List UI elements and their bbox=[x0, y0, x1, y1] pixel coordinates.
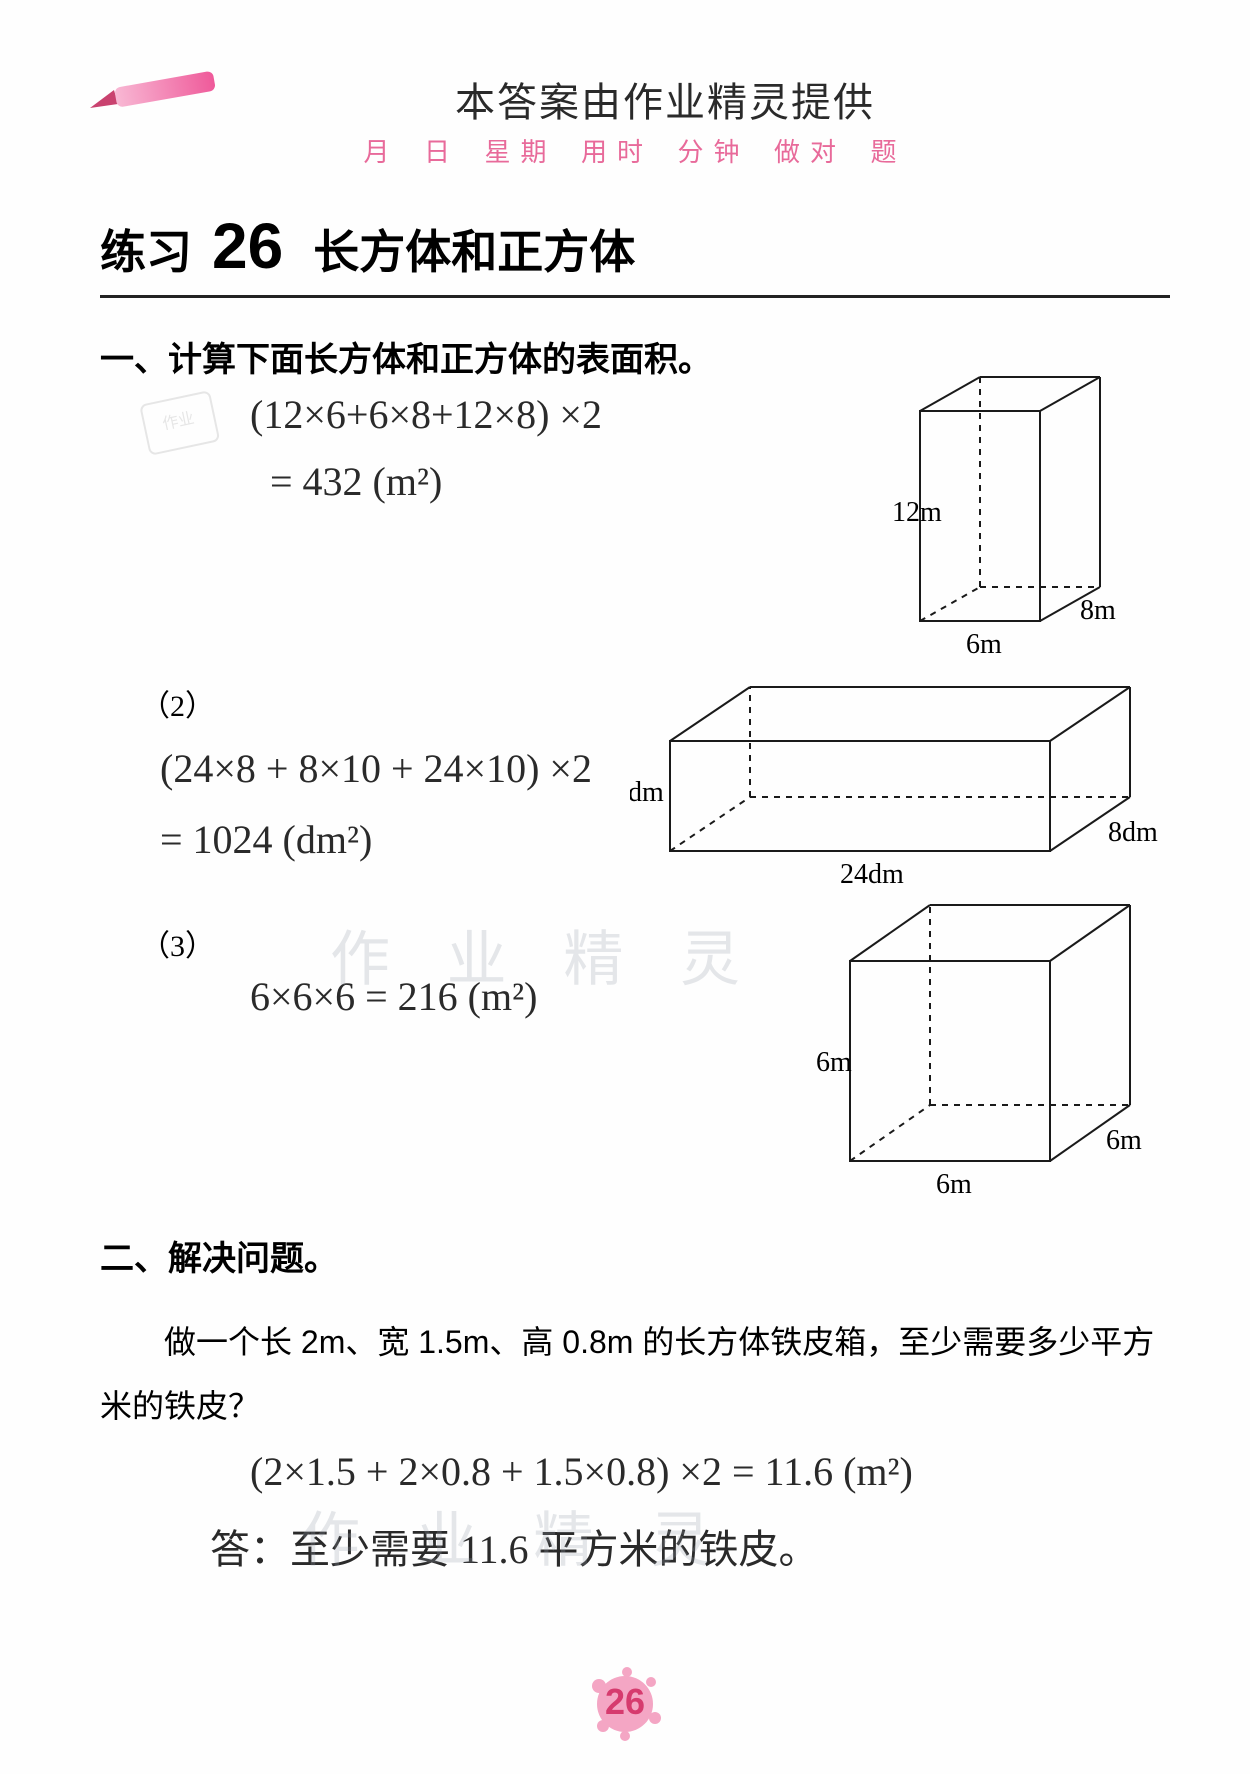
fig3-depth: 6m bbox=[1106, 1125, 1142, 1156]
svg-text:作业: 作业 bbox=[161, 409, 196, 433]
meta-month: 月 bbox=[363, 138, 399, 167]
exercise-label: 练习 bbox=[100, 216, 192, 282]
problem-3-number: （3） bbox=[140, 921, 215, 965]
title-row: 练习 26 长方体和正方体 bbox=[100, 209, 1170, 283]
fig2-depth: 8dm bbox=[1108, 817, 1158, 848]
title-divider bbox=[100, 295, 1170, 298]
problem-2: （2） (24×8 + 8×10 + 24×10) ×2 = 1024 (dm²… bbox=[100, 681, 1170, 911]
meta-minutes: 分钟 bbox=[678, 138, 750, 167]
meta-time: 用时 bbox=[581, 138, 653, 167]
section2-answer: 答：至少需要 11.6 平方米的铁皮。 bbox=[210, 1517, 1170, 1575]
meta-line: 月 日 星期 用时 分钟 做对 题 bbox=[100, 132, 1170, 169]
section2-heading: 二、解决问题。 bbox=[100, 1231, 1170, 1280]
problem-1: 作业 （1） (12×6+6×8+12×8) ×2 = 432 (m²) 1 bbox=[100, 391, 1170, 671]
meta-weekday: 星期 bbox=[484, 138, 556, 167]
fig2-width: 24dm bbox=[840, 859, 904, 890]
meta-correct: 做对 bbox=[774, 138, 846, 167]
fig2-height: 10dm bbox=[630, 777, 664, 808]
meta-items: 题 bbox=[871, 138, 907, 167]
word-problem-text: 做一个长 2m、宽 1.5m、高 0.8m 的长方体铁皮箱，至少需要多少平方米的… bbox=[100, 1310, 1170, 1438]
pencil-icon bbox=[90, 70, 230, 125]
fig1-width: 6m bbox=[966, 629, 1002, 660]
fig3-width: 6m bbox=[936, 1169, 972, 1200]
fig1-depth: 8m bbox=[1080, 595, 1116, 626]
page-number-badge: 26 bbox=[585, 1664, 665, 1744]
meta-day: 日 bbox=[424, 138, 460, 167]
figure-2: 10dm 24dm 8dm bbox=[630, 671, 1170, 901]
top-handwritten-note: 本答案由作业精灵提供 bbox=[160, 70, 1170, 128]
fig1-height: 12m bbox=[892, 497, 942, 528]
exercise-title: 长方体和正方体 bbox=[313, 216, 635, 282]
page: 本答案由作业精灵提供 月 日 星期 用时 分钟 做对 题 练习 26 长方体和正方… bbox=[0, 0, 1250, 1774]
page-number: 26 bbox=[605, 1681, 645, 1723]
fig3-height: 6m bbox=[816, 1047, 852, 1078]
problem-2-number: （2） bbox=[140, 681, 215, 725]
problem-3: 作 业 精 灵 （3） 6×6×6 = 216 (m²) 6m 6m bbox=[100, 921, 1170, 1221]
exercise-number: 26 bbox=[212, 209, 283, 283]
figure-1: 12m 6m 8m bbox=[880, 371, 1140, 671]
section2-work-1: (2×1.5 + 2×0.8 + 1.5×0.8) ×2 = 11.6 (m²) bbox=[250, 1448, 1170, 1495]
figure-3: 6m 6m 6m bbox=[810, 891, 1150, 1221]
stamp-icon: 作业 bbox=[133, 382, 237, 474]
